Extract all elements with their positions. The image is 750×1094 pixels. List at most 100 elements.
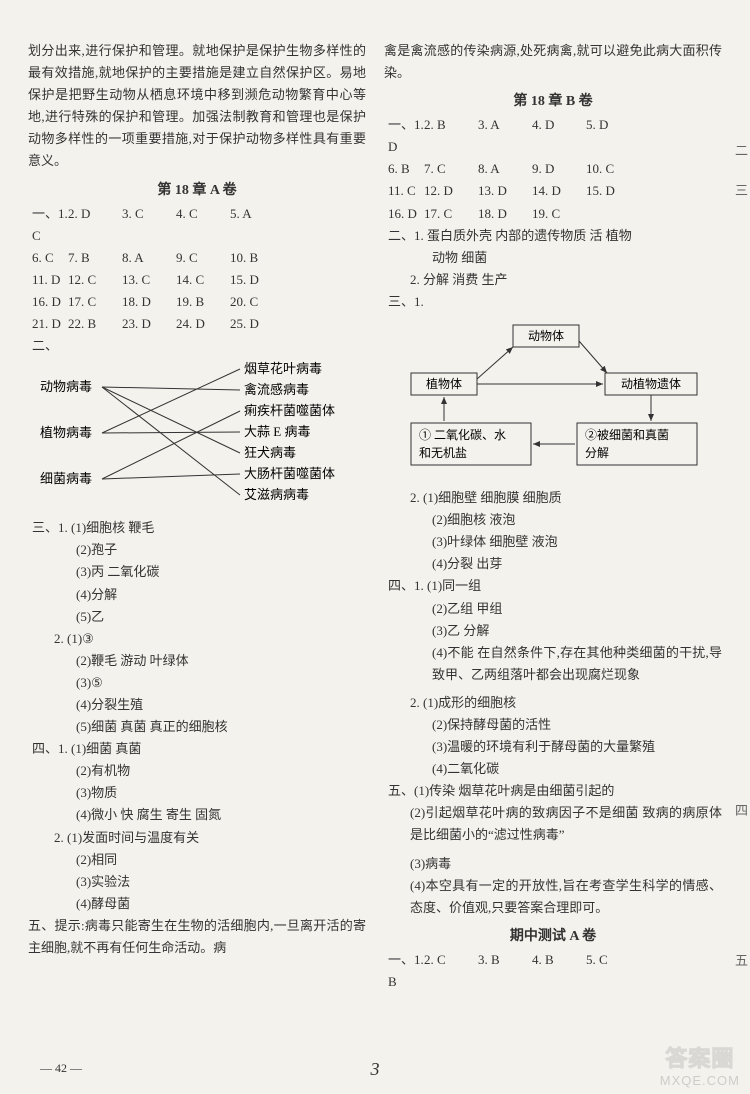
sec4-1-4: (4)微小 快 腐生 寄生 固氮 <box>28 804 366 826</box>
r-sec3-head: 三、1. <box>384 291 722 313</box>
match-right-3: 痢疾杆菌噬菌体 <box>244 403 335 418</box>
ans-cell: 19. B <box>176 291 230 313</box>
ans-cell: 18. D <box>122 291 176 313</box>
svg-text:动植物遗体: 动植物遗体 <box>621 376 681 391</box>
sec4-2-1: 2. (1)发面时间与温度有关 <box>28 827 366 849</box>
ans-cell <box>586 203 640 225</box>
match-lines <box>102 369 240 495</box>
ans-cell: 6. C <box>32 247 68 269</box>
match-right-1: 烟草花叶病毒 <box>244 361 322 376</box>
answers-18b: 一、1. D 2. B 3. A 4. D 5. D 6. B 7. C 8. … <box>384 114 722 224</box>
r-sec4-1-3: (3)乙 分解 <box>384 620 722 642</box>
ans-cell: 8. A <box>478 158 532 180</box>
match-right-6: 大肠杆菌噬菌体 <box>244 466 335 481</box>
ans-cell: 8. A <box>122 247 176 269</box>
ans-cell: 一、1. D <box>388 114 424 158</box>
ans-cell: 12. D <box>424 180 478 202</box>
ans-cell: 14. C <box>176 269 230 291</box>
svg-text:分解: 分解 <box>585 446 609 460</box>
answers-18a: 一、1. C 2. D 3. C 4. C 5. A 6. C 7. B 8. … <box>28 203 366 336</box>
ans-cell: 3. C <box>122 203 176 247</box>
ans-cell: 4. B <box>532 949 586 993</box>
match-right-7: 艾滋病病毒 <box>244 487 309 502</box>
top-continuation: 禽是禽流感的传染病源,处死病禽,就可以避免此病大面积传染。 <box>384 40 722 84</box>
svg-text:植物体: 植物体 <box>426 376 462 391</box>
sec4-1-3: (3)物质 <box>28 782 366 804</box>
r-sec2-2: 2. 分解 消费 生产 <box>384 269 722 291</box>
match-right-4: 大蒜 E 病毒 <box>244 424 310 439</box>
ans-cell: 4. C <box>176 203 230 247</box>
sec3-2-1: 2. (1)③ <box>28 628 366 650</box>
ans-cell: 3. B <box>478 949 532 993</box>
ans-cell: 一、1. B <box>388 949 424 993</box>
r-sec4-1-4: (4)不能 在自然条件下,存在其他种类细菌的干扰,导致甲、乙两组落叶都会出现腐烂… <box>384 642 722 686</box>
r-sec5-1: 五、(1)传染 烟草花叶病是由细菌引起的 <box>384 780 722 802</box>
ans-cell: 11. C <box>388 180 424 202</box>
edge-hint: 四 <box>735 800 748 819</box>
ans-cell: 20. C <box>230 291 284 313</box>
match-left-1: 动物病毒 <box>40 379 92 394</box>
sec3-2-5: (5)细菌 真菌 真正的细胞核 <box>28 716 366 738</box>
page-footer: — 42 — <box>40 1061 82 1076</box>
ans-cell: 25. D <box>230 313 284 335</box>
ans-cell: 10. C <box>586 158 640 180</box>
svg-text:动物体: 动物体 <box>528 329 564 343</box>
ans-cell: 21. D <box>32 313 68 335</box>
r-sec5-4: (4)本空具有一定的开放性,旨在考查学生科学的情感、态度、价值观,只要答案合理即… <box>384 875 722 919</box>
r-sec4-2-4: (4)二氧化碳 <box>384 758 722 780</box>
ans-cell: 2. C <box>424 949 478 993</box>
ans-cell: 24. D <box>176 313 230 335</box>
watermark: 答案圈 MXQE.COM <box>660 1041 740 1088</box>
sec5: 五、提示:病毒只能寄生在生物的活细胞内,一旦离开活的寄主细胞,就不再有任何生命活… <box>28 915 366 959</box>
left-column: 划分出来,进行保护和管理。就地保护是保护生物多样性的最有效措施,就地保护的主要措… <box>28 40 366 993</box>
sec3-2-3: (3)⑤ <box>28 672 366 694</box>
ans-cell: 9. D <box>532 158 586 180</box>
r-sec4-2-1: 2. (1)成形的细胞核 <box>384 692 722 714</box>
matching-diagram: 动物病毒 植物病毒 细菌病毒 烟草花叶病毒 禽流感病毒 痢疾杆菌噬菌体 大蒜 E… <box>32 361 366 511</box>
sec3-1-5: (5)乙 <box>28 606 366 628</box>
ans-cell: 18. D <box>478 203 532 225</box>
r-sec4-1-1: 四、1. (1)同一组 <box>384 575 722 597</box>
sec4-1-1: 四、1. (1)细菌 真菌 <box>28 738 366 760</box>
ans-cell: 22. B <box>68 313 122 335</box>
ans-cell: 14. D <box>532 180 586 202</box>
r-sec3-2-2: (2)细胞核 液泡 <box>384 509 722 531</box>
match-right-2: 禽流感病毒 <box>244 382 309 397</box>
r-sec3-2-1: 2. (1)细胞壁 细胞膜 细胞质 <box>384 487 722 509</box>
heading-midterm-a: 期中测试 A 卷 <box>384 925 722 945</box>
r-sec3-2-3: (3)叶绿体 细胞壁 液泡 <box>384 531 722 553</box>
ans-cell: 7. B <box>68 247 122 269</box>
r-sec2-1b: 动物 细菌 <box>384 247 722 269</box>
sec4-1-2: (2)有机物 <box>28 760 366 782</box>
svg-text:②被细菌和真菌: ②被细菌和真菌 <box>585 428 669 442</box>
sec3-1-1: 三、1. (1)细胞核 鞭毛 <box>28 517 366 539</box>
ans-cell: 9. C <box>176 247 230 269</box>
ans-cell: 17. C <box>68 291 122 313</box>
edge-hint: 五 <box>735 950 748 969</box>
ans-cell: 15. D <box>230 269 284 291</box>
r-sec4-2-2: (2)保持酵母菌的活性 <box>384 714 722 736</box>
match-right-5: 狂犬病毒 <box>244 445 296 460</box>
edge-hint: 三 <box>735 180 748 199</box>
heading-ch18-a: 第 18 章 A 卷 <box>28 179 366 199</box>
watermark-url: MXQE.COM <box>660 1073 740 1088</box>
ans-cell: 13. C <box>122 269 176 291</box>
intro-paragraph: 划分出来,进行保护和管理。就地保护是保护生物多样性的最有效措施,就地保护的主要措… <box>28 40 366 173</box>
sec3-2-2: (2)鞭毛 游动 叶绿体 <box>28 650 366 672</box>
sec3-1-4: (4)分解 <box>28 584 366 606</box>
ans-cell: 6. B <box>388 158 424 180</box>
r-sec4-1-2: (2)乙组 甲组 <box>384 598 722 620</box>
r-sec4-2-3: (3)温暖的环境有利于酵母菌的大量繁殖 <box>384 736 722 758</box>
watermark-title: 答案圈 <box>660 1041 740 1073</box>
ans-cell: 12. C <box>68 269 122 291</box>
ans-cell: 16. D <box>32 291 68 313</box>
ans-cell: 19. C <box>532 203 586 225</box>
page-number: 3 <box>371 1059 380 1080</box>
match-left-2: 植物病毒 <box>40 425 92 440</box>
section-2-label: 二、 <box>28 335 366 357</box>
match-left-3: 细菌病毒 <box>40 471 92 486</box>
r-sec3-2-4: (4)分裂 出芽 <box>384 553 722 575</box>
ans-cell: 16. D <box>388 203 424 225</box>
r-sec5-2: (2)引起烟草花叶病的致病因子不是细菌 致病的病原体是比细菌小的“滤过性病毒” <box>384 802 722 846</box>
ans-cell: 3. A <box>478 114 532 158</box>
